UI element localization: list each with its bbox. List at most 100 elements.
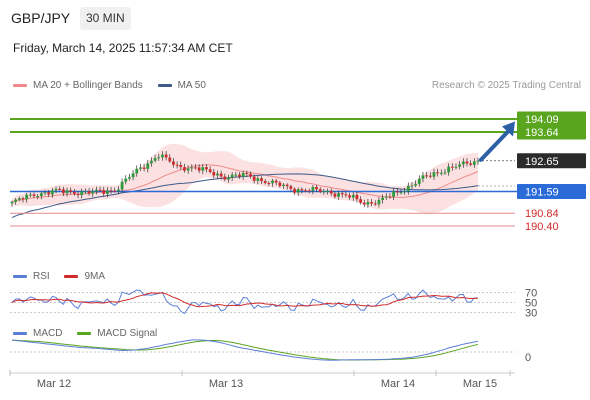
candle-body bbox=[124, 178, 128, 182]
candle-body bbox=[329, 190, 333, 194]
candle-body bbox=[113, 190, 117, 192]
x-axis-label: Mar 14 bbox=[381, 378, 415, 390]
candle-body bbox=[439, 172, 443, 174]
candle-body bbox=[65, 190, 69, 194]
level-label: 190.84 bbox=[525, 208, 559, 220]
candle-body bbox=[399, 192, 403, 194]
candle-body bbox=[469, 163, 473, 165]
candle-body bbox=[131, 173, 135, 178]
candle-body bbox=[410, 185, 414, 187]
candle-body bbox=[252, 176, 256, 181]
legend-rsi: RSI bbox=[13, 271, 50, 282]
candle-body bbox=[348, 195, 351, 198]
candle-body bbox=[39, 193, 43, 196]
candle-body bbox=[183, 167, 186, 171]
candle-body bbox=[282, 184, 285, 186]
candle-body bbox=[10, 201, 14, 204]
legend-ma20: MA 20 + Bollinger Bands bbox=[13, 80, 143, 91]
candle-body bbox=[230, 174, 234, 178]
level-label-bg bbox=[517, 111, 586, 127]
timeframe-badge[interactable]: 30 MIN bbox=[80, 7, 131, 30]
candle-body bbox=[318, 189, 322, 192]
candle-body bbox=[234, 174, 238, 176]
candle-body bbox=[395, 191, 399, 193]
candle-body bbox=[36, 195, 40, 197]
legend-ma50: MA 50 bbox=[157, 80, 206, 91]
price-legend: MA 20 + Bollinger Bands MA 50 bbox=[13, 80, 218, 91]
candle-body bbox=[172, 161, 175, 165]
candle-body bbox=[337, 193, 340, 197]
level-label-bg bbox=[517, 153, 586, 169]
candle-body bbox=[17, 198, 21, 200]
candle-body bbox=[326, 190, 329, 192]
candle-body bbox=[472, 161, 476, 165]
candle-body bbox=[315, 186, 318, 190]
candle-body bbox=[263, 181, 267, 184]
candle-body bbox=[72, 191, 76, 194]
ma50-line bbox=[11, 173, 479, 219]
candle-body bbox=[179, 164, 183, 168]
candle-body bbox=[50, 190, 54, 195]
candle-body bbox=[333, 193, 337, 197]
candle-body bbox=[307, 190, 311, 192]
candle-body bbox=[293, 188, 296, 193]
level-label: 190.40 bbox=[525, 221, 559, 233]
legend-9ma: 9MA bbox=[64, 271, 105, 282]
candle-body bbox=[256, 178, 260, 181]
candle-body bbox=[359, 199, 362, 203]
candle-body bbox=[47, 192, 51, 195]
candle-body bbox=[322, 191, 326, 193]
candle-body bbox=[267, 183, 271, 185]
candle-body bbox=[388, 196, 392, 198]
candle-body bbox=[175, 164, 179, 166]
candle-body bbox=[373, 203, 377, 205]
candle-body bbox=[377, 200, 381, 205]
rsi-legend: RSI 9MA bbox=[13, 271, 117, 282]
x-axis-label: Mar 15 bbox=[463, 378, 497, 390]
candle-body bbox=[447, 166, 451, 173]
candle-body bbox=[227, 177, 230, 180]
candle-body bbox=[219, 173, 223, 177]
macd-signal-line bbox=[11, 339, 479, 361]
candle-body bbox=[238, 174, 241, 177]
level-label: 194.09 bbox=[525, 114, 559, 126]
candle-body bbox=[300, 189, 304, 191]
candle-body bbox=[403, 191, 407, 193]
forecast-arrow-head bbox=[502, 121, 515, 137]
candle-body bbox=[102, 190, 106, 194]
candle-body bbox=[186, 168, 190, 171]
candle-body bbox=[76, 193, 80, 196]
candle-body bbox=[94, 189, 98, 192]
candle-body bbox=[278, 182, 282, 186]
candle-body bbox=[216, 173, 219, 176]
candle-body bbox=[190, 167, 194, 169]
candle-body bbox=[458, 164, 462, 167]
candle-body bbox=[289, 186, 293, 189]
candle-body bbox=[381, 197, 384, 201]
legend-macd-signal: MACD Signal bbox=[77, 328, 157, 339]
candle-body bbox=[311, 186, 315, 191]
candle-body bbox=[260, 178, 263, 182]
candle-body bbox=[296, 189, 300, 193]
candle-body bbox=[43, 192, 47, 194]
forecast-arrow-shaft bbox=[479, 129, 510, 162]
candle-body bbox=[197, 167, 201, 171]
candle-body bbox=[153, 158, 157, 161]
candle-body bbox=[98, 189, 102, 191]
candle-body bbox=[421, 175, 425, 179]
candle-body bbox=[432, 172, 436, 177]
candle-body bbox=[106, 190, 109, 194]
candle-body bbox=[285, 184, 289, 187]
candle-body bbox=[139, 167, 142, 169]
candle-body bbox=[414, 183, 418, 186]
candle-body bbox=[406, 185, 410, 192]
level-label: 192.65 bbox=[525, 156, 559, 168]
level-label: 193.64 bbox=[525, 127, 559, 139]
candle-body bbox=[164, 154, 168, 158]
candle-body bbox=[205, 167, 208, 170]
candle-body bbox=[87, 191, 91, 194]
candle-body bbox=[208, 169, 212, 172]
candle-body bbox=[61, 189, 65, 194]
candle-body bbox=[249, 173, 252, 177]
